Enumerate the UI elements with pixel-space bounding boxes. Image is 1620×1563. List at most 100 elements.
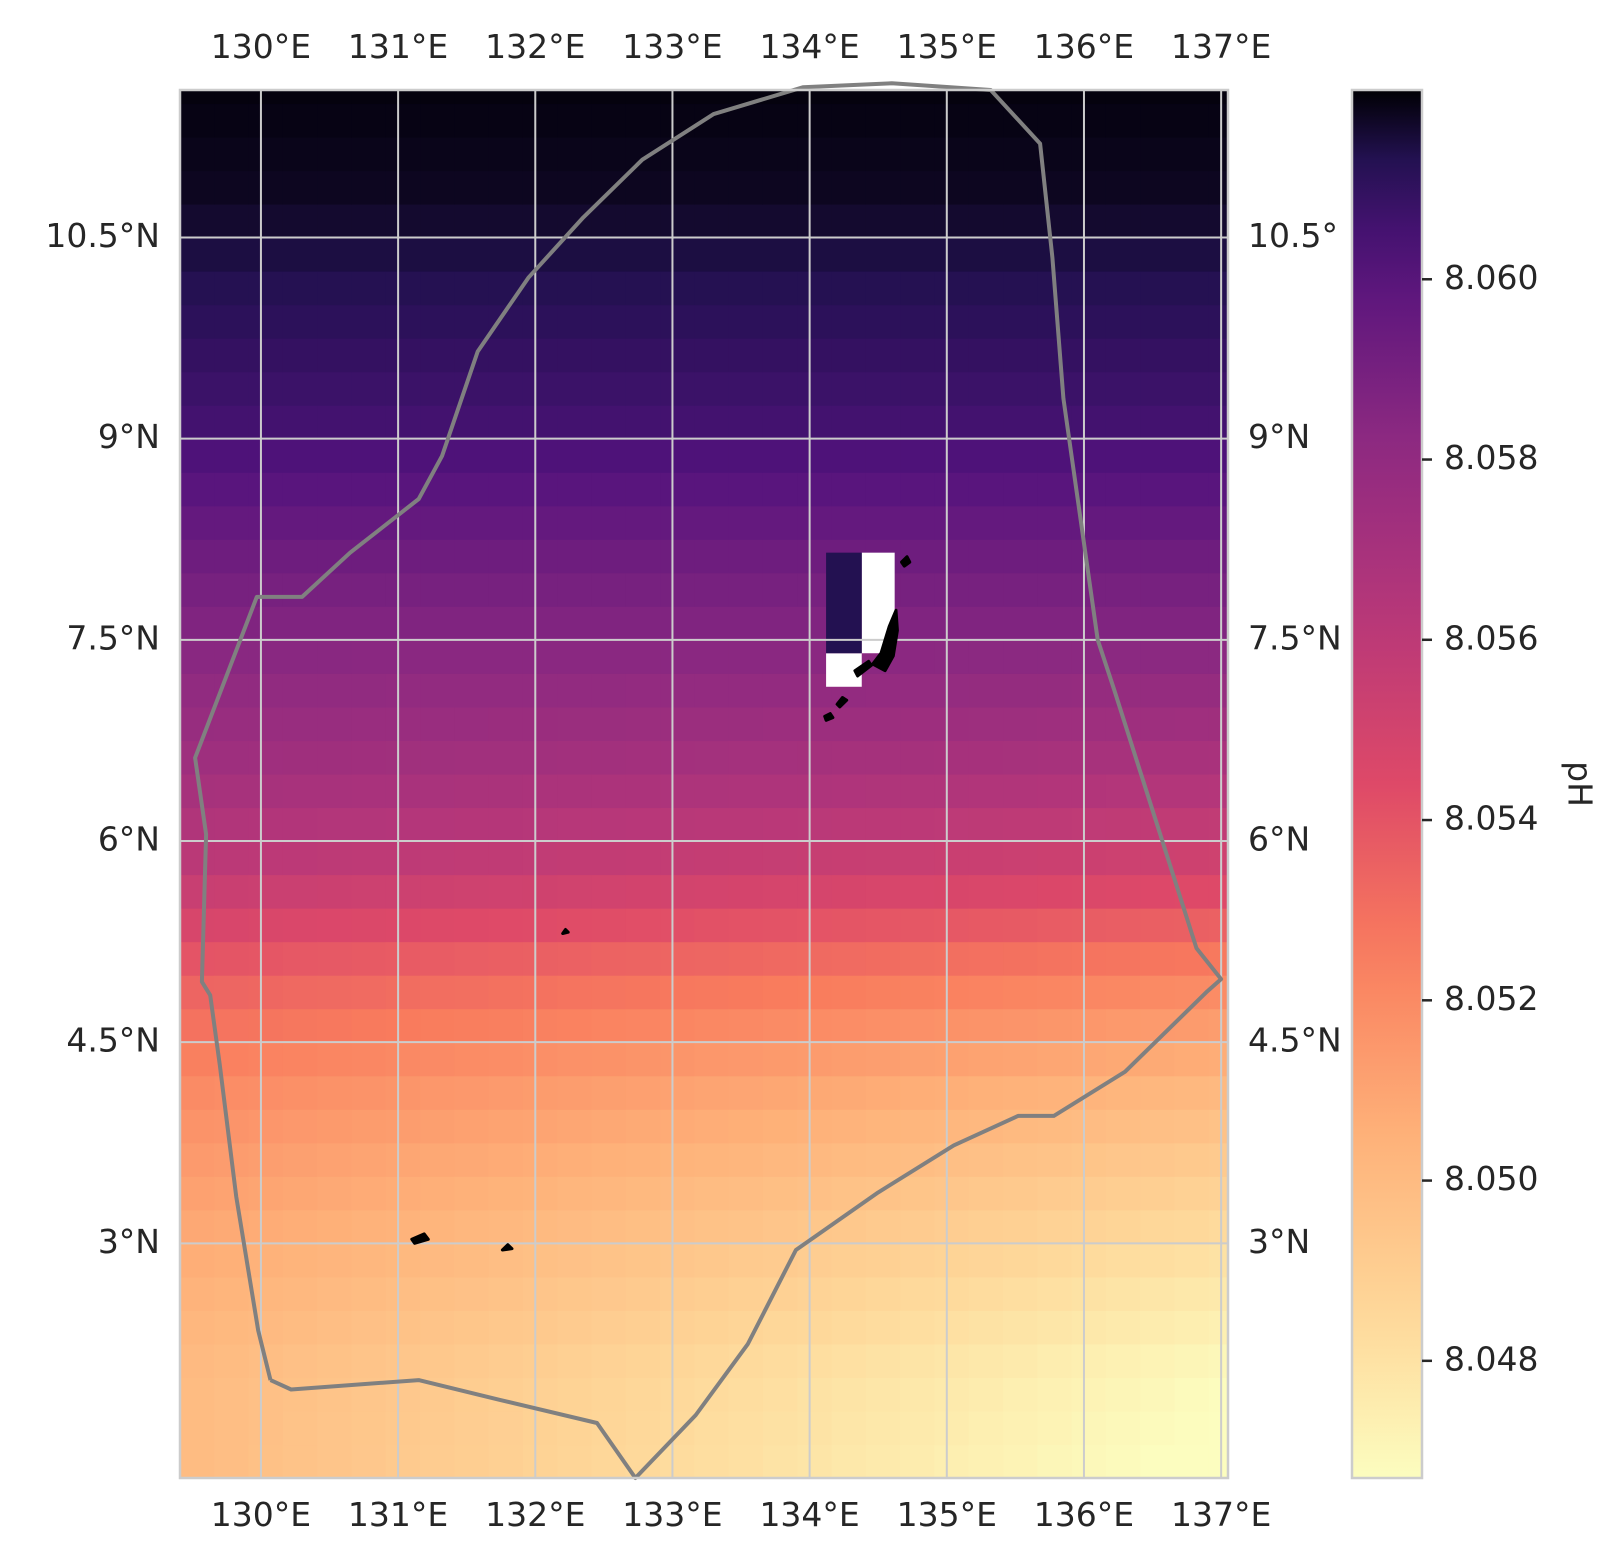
heatmap-cell bbox=[522, 371, 558, 406]
heatmap-cell bbox=[1140, 673, 1176, 708]
heatmap-cell bbox=[557, 103, 593, 138]
heatmap-cell bbox=[1174, 1075, 1210, 1110]
heatmap-cell bbox=[1071, 841, 1107, 876]
heatmap-cell bbox=[694, 841, 730, 876]
heatmap-cell bbox=[591, 941, 627, 976]
heatmap-cell bbox=[1037, 438, 1073, 473]
heatmap-cell bbox=[762, 1042, 798, 1077]
heatmap-cell bbox=[420, 1243, 455, 1278]
heatmap-cell bbox=[180, 1042, 215, 1077]
heatmap-cell bbox=[968, 1176, 1004, 1211]
heatmap-cell bbox=[625, 1109, 661, 1144]
heatmap-cell bbox=[1174, 673, 1210, 708]
heatmap-cell bbox=[317, 1444, 353, 1479]
heatmap-cell bbox=[762, 1377, 798, 1412]
heatmap-cell bbox=[488, 472, 524, 507]
heatmap-cell bbox=[660, 304, 695, 339]
heatmap-cell bbox=[317, 1042, 353, 1077]
heatmap-cell bbox=[385, 773, 421, 809]
heatmap-cell bbox=[1208, 673, 1229, 708]
heatmap-cell bbox=[557, 1142, 593, 1177]
heatmap-cell bbox=[1140, 203, 1176, 239]
heatmap-cell bbox=[248, 1142, 284, 1177]
heatmap-cell bbox=[762, 1343, 798, 1379]
heatmap-cell bbox=[762, 807, 798, 842]
heatmap-cell bbox=[865, 1343, 901, 1379]
heatmap-cell bbox=[934, 203, 970, 239]
heatmap-cell bbox=[660, 405, 695, 440]
heatmap-cell bbox=[694, 405, 730, 440]
heatmap-cell bbox=[934, 237, 970, 272]
heatmap-cell bbox=[1037, 639, 1073, 674]
heatmap-cell bbox=[1208, 1310, 1229, 1345]
heatmap-cell bbox=[282, 237, 318, 272]
heatmap-cell bbox=[1003, 1142, 1038, 1177]
heatmap-cell bbox=[420, 572, 455, 607]
heatmap-cell bbox=[351, 203, 387, 239]
heatmap-cell bbox=[1140, 505, 1176, 540]
heatmap-cell bbox=[968, 1008, 1004, 1043]
heatmap-cell bbox=[625, 539, 661, 574]
heatmap-cell bbox=[831, 1410, 867, 1446]
heatmap-cell bbox=[1208, 1343, 1229, 1379]
heatmap-cell bbox=[1105, 539, 1141, 574]
heatmap-cell bbox=[1174, 1142, 1210, 1177]
heatmap-cell bbox=[248, 371, 284, 406]
heatmap-cell bbox=[934, 1310, 970, 1345]
heatmap-cell bbox=[1037, 1343, 1073, 1379]
heatmap-cell bbox=[557, 371, 593, 406]
heatmap-cell bbox=[454, 237, 490, 272]
heatmap-cell bbox=[385, 572, 421, 607]
heatmap-cell bbox=[248, 203, 284, 239]
heatmap-cell bbox=[282, 136, 318, 172]
heatmap-cell bbox=[1105, 371, 1141, 406]
heatmap-cell bbox=[282, 405, 318, 440]
heatmap-cell bbox=[694, 338, 730, 373]
heatmap-cell bbox=[385, 908, 421, 943]
heatmap-cell bbox=[934, 572, 970, 607]
heatmap-cell bbox=[488, 1109, 524, 1144]
heatmap-cell bbox=[1208, 1008, 1229, 1043]
heatmap-cell bbox=[420, 740, 455, 775]
heatmap-cell bbox=[214, 304, 250, 339]
heatmap-cell bbox=[831, 807, 867, 842]
heatmap-cell bbox=[1071, 1209, 1107, 1244]
heatmap-cell bbox=[625, 1142, 661, 1177]
heatmap-cell bbox=[385, 1109, 421, 1144]
heatmap-cell bbox=[454, 975, 490, 1010]
heatmap-cell bbox=[660, 1444, 695, 1479]
heatmap-cell bbox=[522, 304, 558, 339]
heatmap-cell bbox=[934, 1276, 970, 1311]
heatmap-cell bbox=[968, 572, 1004, 607]
heatmap-cell bbox=[557, 136, 593, 172]
heatmap-cell bbox=[591, 1377, 627, 1412]
heatmap-cell bbox=[728, 572, 764, 607]
heatmap-cell bbox=[180, 1276, 215, 1311]
heatmap-cell bbox=[1071, 1276, 1107, 1311]
heatmap-cell bbox=[1105, 136, 1141, 172]
heatmap-cell bbox=[625, 908, 661, 943]
lat-tick-label-left: 9°N bbox=[98, 417, 160, 456]
heatmap-cell bbox=[660, 271, 695, 306]
heatmap-cell bbox=[900, 773, 936, 809]
heatmap-cell bbox=[660, 1377, 695, 1412]
heatmap-cell bbox=[351, 874, 387, 909]
heatmap-cell bbox=[865, 438, 901, 473]
heatmap-cell bbox=[214, 1075, 250, 1110]
heatmap-cell bbox=[900, 572, 936, 607]
heatmap-cell bbox=[385, 1142, 421, 1177]
heatmap-cell bbox=[660, 1343, 695, 1379]
heatmap-cell bbox=[797, 1343, 833, 1379]
heatmap-cell bbox=[660, 90, 695, 105]
heatmap-cell bbox=[1003, 438, 1038, 473]
heatmap-cell bbox=[214, 136, 250, 172]
heatmap-cell bbox=[968, 237, 1004, 272]
heatmap-cell bbox=[557, 1075, 593, 1110]
heatmap-cell bbox=[1037, 1075, 1073, 1110]
heatmap-cell bbox=[522, 103, 558, 138]
heatmap-cell bbox=[1003, 405, 1038, 440]
heatmap-cell bbox=[282, 103, 318, 138]
heatmap-cell bbox=[694, 941, 730, 976]
heatmap-cell bbox=[557, 1109, 593, 1144]
heatmap-cell bbox=[1003, 1243, 1038, 1278]
